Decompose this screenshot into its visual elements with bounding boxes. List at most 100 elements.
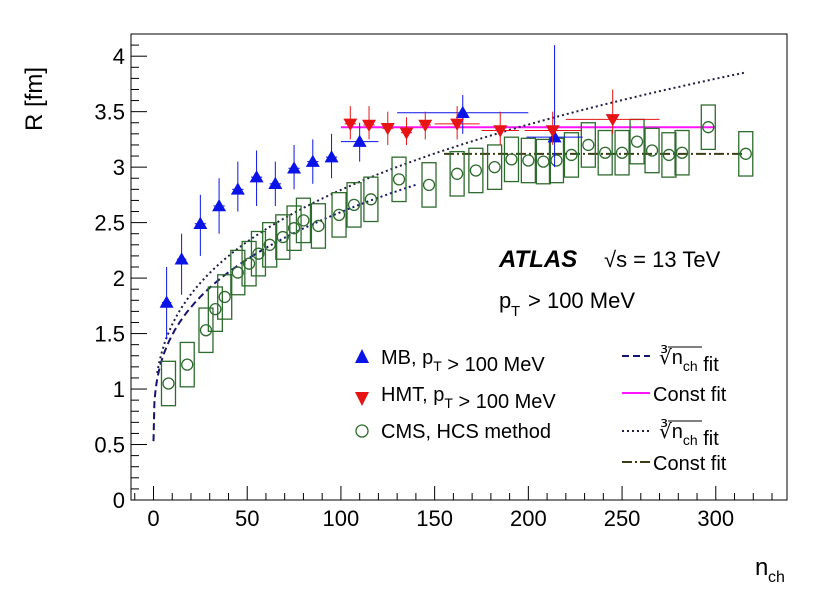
cut-label: p T > 100 MeV (499, 288, 635, 320)
cms-point (199, 324, 213, 337)
cms-syst-box (563, 132, 580, 178)
legend-mb-marker (355, 349, 369, 363)
cms-point (422, 178, 436, 192)
cms-syst-box (179, 341, 195, 388)
y-tick-label: 0 (113, 488, 125, 513)
cms-point (181, 358, 194, 371)
mb-point (249, 170, 264, 183)
hmt-point (362, 119, 377, 132)
cms-point (599, 146, 612, 159)
legend-cms-label: CMS, HCS method (381, 421, 551, 443)
atlas-label: ATLAS (498, 246, 577, 273)
cms-syst-box (331, 192, 347, 238)
cms-syst-box (421, 162, 437, 208)
cms-point (630, 135, 644, 148)
cms-syst-box (535, 138, 551, 185)
legend-hmtfit-label: Const fit (653, 384, 727, 406)
hmt-point (399, 127, 414, 140)
mb-point (547, 130, 562, 143)
svg-text:T: T (511, 303, 520, 320)
plot-area (152, 45, 754, 442)
cms-point (505, 153, 518, 166)
cms-syst-box (250, 230, 267, 277)
legend-hmt-label: HMT, pT > 100 MeV (381, 384, 556, 413)
annotation-block: ATLAS √s = 13 TeV p T > 100 MeV (498, 246, 721, 320)
mbfit-curve (152, 249, 263, 442)
x-tick-label: 200 (510, 506, 547, 531)
cms-point (582, 138, 595, 152)
hmt-point (545, 125, 560, 138)
mb-point (287, 161, 302, 174)
legend-mbfit-label: ∛nch fit (659, 345, 719, 376)
cms-point (615, 146, 629, 159)
cms-syst-box (198, 307, 214, 354)
cms-point (702, 121, 715, 134)
x-tick-label: 50 (235, 506, 259, 531)
mb-point (455, 105, 470, 119)
cms-syst-box (468, 147, 484, 194)
x-axis-label: n ch (755, 554, 785, 586)
legend-hmt-marker (355, 392, 369, 406)
cms-syst-box (286, 205, 302, 252)
cms-point (252, 247, 265, 260)
hmt-point (380, 123, 395, 136)
cms-syst-box (738, 130, 754, 177)
legend-mb-label: MB, pT > 100 MeV (381, 347, 545, 376)
mb-point (352, 134, 367, 147)
x-tick-label: 250 (604, 506, 641, 531)
cms-point (242, 257, 256, 270)
cms-syst-box (262, 221, 278, 268)
svg-text:n: n (755, 554, 768, 581)
mbfit-extension (261, 183, 417, 251)
cms-syst-box (700, 104, 716, 151)
cms-syst-box (614, 129, 630, 176)
x-tick-label: 150 (416, 506, 453, 531)
hmt-point (493, 125, 508, 138)
hmt-point (450, 118, 465, 131)
cms-syst-box (486, 144, 503, 190)
y-tick-label: 2.5 (94, 211, 125, 236)
hmt-point (343, 118, 358, 131)
cms-syst-box (674, 129, 690, 176)
cms-point (522, 154, 535, 167)
cms-syst-box (644, 127, 660, 174)
cms-point (675, 146, 689, 159)
cms-syst-box (520, 137, 536, 184)
cms-point (450, 167, 464, 180)
cms-point (162, 377, 175, 390)
legend-cmsfit-label: ∛nch fit (659, 419, 719, 450)
cms-syst-box (580, 122, 596, 168)
svg-text:ch: ch (768, 569, 785, 586)
cms-point (645, 144, 659, 157)
cms-point (469, 164, 483, 177)
cms-point (231, 266, 244, 279)
cms-point (312, 219, 325, 233)
cms-syst-box (241, 240, 257, 287)
hmt-point (605, 114, 620, 127)
cms-point (347, 198, 361, 212)
cmsfit-curve (156, 71, 745, 374)
mb-point (174, 252, 189, 265)
cms-syst-box (310, 203, 327, 249)
cms-syst-box (160, 360, 177, 407)
cms-syst-box (207, 286, 223, 333)
x-tick-label: 100 (323, 506, 360, 531)
cms-syst-box (363, 176, 379, 223)
mb-point (212, 198, 227, 212)
legend-cms-marker (355, 424, 369, 438)
hmt-point (418, 119, 433, 132)
y-tick-label: 0.5 (94, 433, 125, 458)
mb-point (230, 182, 245, 195)
cms-syst-box (230, 249, 246, 296)
cms-syst-box (391, 156, 407, 203)
y-tick-label: 2 (113, 266, 125, 291)
cms-point (537, 155, 550, 168)
cms-point (565, 148, 578, 162)
cms-syst-box (503, 136, 520, 183)
mb-point (193, 216, 208, 229)
cms-point (550, 154, 563, 167)
cms-syst-box (217, 274, 233, 320)
cms-syst-box (449, 150, 465, 197)
legend-cmsconst-label: Const fit (653, 453, 727, 475)
